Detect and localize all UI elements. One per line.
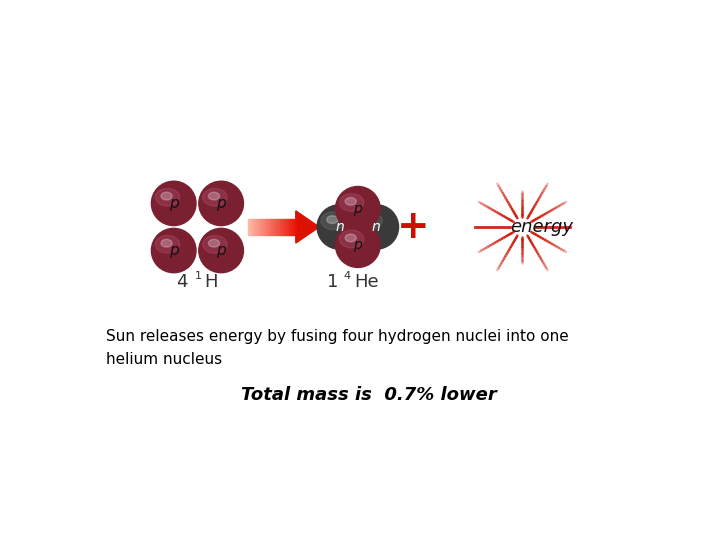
Ellipse shape xyxy=(156,235,180,253)
Ellipse shape xyxy=(161,192,172,200)
FancyArrow shape xyxy=(260,219,261,235)
Ellipse shape xyxy=(161,239,172,247)
FancyArrow shape xyxy=(282,219,283,235)
Text: Total mass is  0.7% lower: Total mass is 0.7% lower xyxy=(241,386,497,404)
FancyArrow shape xyxy=(288,219,289,235)
Text: He: He xyxy=(354,273,379,291)
FancyArrow shape xyxy=(270,219,271,235)
FancyArrow shape xyxy=(276,219,278,235)
Text: p: p xyxy=(169,196,179,211)
Ellipse shape xyxy=(339,230,364,248)
FancyArrow shape xyxy=(250,219,251,235)
Ellipse shape xyxy=(202,188,227,206)
FancyArrow shape xyxy=(278,219,280,235)
Ellipse shape xyxy=(345,234,356,242)
Text: 4: 4 xyxy=(177,273,194,291)
FancyArrow shape xyxy=(297,219,298,235)
Text: energy: energy xyxy=(510,218,574,236)
Text: n: n xyxy=(372,220,381,234)
FancyArrow shape xyxy=(268,219,270,235)
Circle shape xyxy=(199,228,243,273)
FancyArrow shape xyxy=(296,211,319,243)
Ellipse shape xyxy=(321,212,346,230)
FancyArrow shape xyxy=(271,219,273,235)
Ellipse shape xyxy=(358,212,382,230)
Text: p: p xyxy=(354,238,362,252)
Circle shape xyxy=(151,181,196,226)
Circle shape xyxy=(354,205,399,249)
Ellipse shape xyxy=(327,216,338,224)
Ellipse shape xyxy=(364,216,374,224)
FancyArrow shape xyxy=(261,219,263,235)
Circle shape xyxy=(317,205,361,249)
FancyArrow shape xyxy=(287,219,288,235)
Ellipse shape xyxy=(202,235,227,253)
Text: +: + xyxy=(397,208,430,246)
Text: p: p xyxy=(216,243,226,258)
Ellipse shape xyxy=(208,239,220,247)
FancyArrow shape xyxy=(293,219,294,235)
Text: 1: 1 xyxy=(327,273,344,291)
FancyArrow shape xyxy=(255,219,256,235)
Text: 1: 1 xyxy=(194,272,202,281)
FancyArrow shape xyxy=(256,219,258,235)
Circle shape xyxy=(151,228,196,273)
FancyArrow shape xyxy=(263,219,265,235)
FancyArrow shape xyxy=(289,219,292,235)
FancyArrow shape xyxy=(280,219,282,235)
FancyArrow shape xyxy=(266,219,268,235)
FancyArrow shape xyxy=(273,219,275,235)
FancyArrow shape xyxy=(292,219,293,235)
Text: H: H xyxy=(204,273,218,291)
FancyArrow shape xyxy=(248,219,250,235)
Text: p: p xyxy=(216,196,226,211)
FancyArrow shape xyxy=(283,219,284,235)
Circle shape xyxy=(199,181,243,226)
Ellipse shape xyxy=(345,198,356,205)
Circle shape xyxy=(336,223,380,267)
FancyArrow shape xyxy=(253,219,255,235)
FancyArrow shape xyxy=(258,219,260,235)
Ellipse shape xyxy=(208,192,220,200)
FancyArrow shape xyxy=(265,219,266,235)
Text: helium nucleus: helium nucleus xyxy=(106,352,222,367)
FancyArrow shape xyxy=(251,219,253,235)
Text: p: p xyxy=(354,201,362,215)
FancyArrow shape xyxy=(275,219,276,235)
FancyArrow shape xyxy=(284,219,287,235)
Text: Sun releases energy by fusing four hydrogen nuclei into one: Sun releases energy by fusing four hydro… xyxy=(106,329,568,344)
Text: n: n xyxy=(335,220,344,234)
Circle shape xyxy=(336,186,380,231)
Ellipse shape xyxy=(156,188,180,206)
Text: 4: 4 xyxy=(344,272,351,281)
Text: p: p xyxy=(169,243,179,258)
FancyArrow shape xyxy=(294,219,297,235)
Ellipse shape xyxy=(339,193,364,211)
